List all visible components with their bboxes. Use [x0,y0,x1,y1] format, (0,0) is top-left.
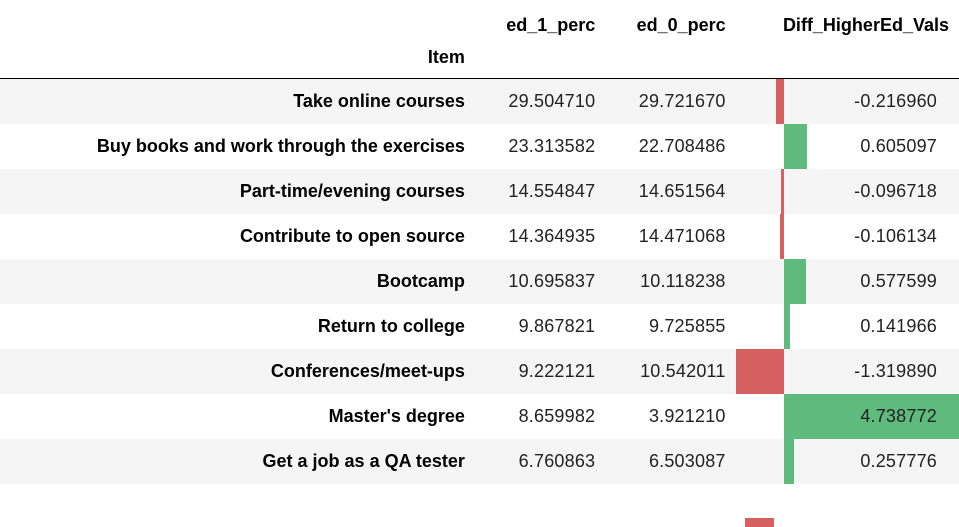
diff-bar [780,169,785,214]
blank-index-cell [735,36,959,79]
index-name-header: Item [0,36,475,79]
diff-value: -0.096718 [854,181,937,201]
diff-bar [735,349,785,394]
row-label: Buy books and work through the exercises [96,136,465,156]
ed-1-perc-cell: 14.554847 [508,181,596,201]
table-row: Contribute to open source 14.364935 14.4… [0,214,959,259]
table-row: Get a job as a QA tester 6.760863 6.5030… [0,439,959,484]
diff-bar [780,214,785,259]
table-row: Master's degree 8.659982 3.921210 4.7387… [0,394,959,439]
diff-value: 0.577599 [860,271,937,291]
diff-bar [784,124,807,169]
diff-value: -0.216960 [854,91,937,111]
diff-value: 0.141966 [860,316,937,336]
ed-1-perc-cell: 14.364935 [508,226,596,246]
ed-0-perc-cell: 14.471068 [638,226,726,246]
row-label: Contribute to open source [239,226,465,246]
row-label: Part-time/evening courses [239,181,465,201]
diff-cell: 0.141966 [736,304,959,349]
ed-0-perc-cell: 6.503087 [648,451,726,471]
ed-1-perc-cell: 29.504710 [508,91,596,111]
index-name-row: Item [0,36,959,79]
blank-index-cell [605,36,736,79]
ed-0-perc-cell: 29.721670 [638,91,726,111]
ed-0-perc-cell: 10.118238 [640,271,726,291]
table-row: Part-time/evening courses 14.554847 14.6… [0,169,959,214]
column-header-row: ed_1_perc ed_0_perc Diff_HigherEd_Vals [0,0,959,36]
diff-cell: 0.605097 [736,124,959,169]
ed-1-perc-cell: 10.695837 [508,271,596,291]
row-label: Conferences/meet-ups [270,361,465,381]
dataframe-table: ed_1_perc ed_0_perc Diff_HigherEd_Vals I… [0,0,959,484]
ed-1-perc-cell: 9.867821 [518,316,596,336]
table-header: ed_1_perc ed_0_perc Diff_HigherEd_Vals I… [0,0,959,79]
diff-value: -1.319890 [854,361,937,381]
blank-index-cell [474,36,606,79]
diff-bar [784,439,794,484]
diff-cell: -1.319890 [735,349,959,394]
diff-value: 0.257776 [860,451,937,471]
diff-bar [784,259,806,304]
row-label: Take online courses [293,91,465,111]
table-row: Buy books and work through the exercises… [0,124,959,169]
ed-0-perc-cell: 22.708486 [638,136,726,156]
table-body: Take online courses 29.504710 29.721670 … [0,78,959,484]
row-label: Bootcamp [376,271,465,291]
row-label: Master's degree [328,406,465,426]
table-row: Conferences/meet-ups 9.222121 10.542011 … [0,349,959,394]
table-row: Take online courses 29.504710 29.721670 … [0,78,959,124]
diff-cell: 0.257776 [736,439,959,484]
diff-value: -0.106134 [854,226,937,246]
table-row: Return to college 9.867821 9.725855 0.14… [0,304,959,349]
partial-row-bar [745,518,774,527]
column-header-ed-1-perc: ed_1_perc [506,15,596,35]
diff-bar [784,304,790,349]
diff-value: 0.605097 [860,136,937,156]
blank-header-cell [0,0,475,36]
row-label: Get a job as a QA tester [262,451,465,471]
diff-cell: 0.577599 [736,259,959,304]
diff-cell: -0.216960 [736,79,959,124]
ed-1-perc-cell: 23.313582 [508,136,596,156]
ed-0-perc-cell: 10.542011 [640,361,726,381]
diff-bar [776,79,785,124]
diff-cell: -0.106134 [736,214,959,259]
diff-value: 4.738772 [860,406,937,426]
row-label: Return to college [317,316,465,336]
diff-bar [784,394,959,439]
diff-cell: -0.096718 [736,169,959,214]
ed-0-perc-cell: 3.921210 [648,406,726,426]
ed-1-perc-cell: 6.760863 [518,451,596,471]
diff-cell: 4.738772 [736,394,959,439]
ed-0-perc-cell: 9.725855 [648,316,726,336]
ed-0-perc-cell: 14.651564 [638,181,726,201]
table-row: Bootcamp 10.695837 10.118238 0.577599 [0,259,959,304]
column-header-ed-0-perc: ed_0_perc [636,15,726,35]
ed-1-perc-cell: 8.659982 [518,406,596,426]
column-header-diff-highered-vals: Diff_HigherEd_Vals [782,15,949,35]
ed-1-perc-cell: 9.222121 [518,361,596,381]
